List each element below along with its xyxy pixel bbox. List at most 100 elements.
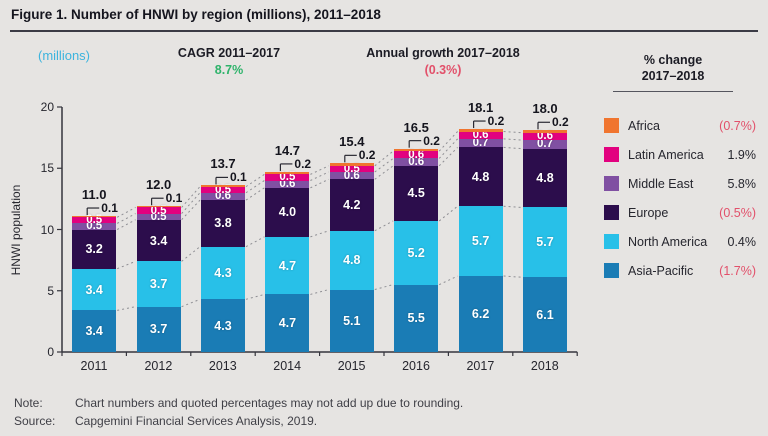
bar-segment-latin-america: 0.5 xyxy=(136,205,181,217)
legend-label: Africa xyxy=(628,118,660,133)
legend-row-asia-pacific: Asia-Pacific (1.7%) xyxy=(604,263,756,278)
legend-row-latin-america: Latin America 1.9% xyxy=(604,147,756,162)
chart-line xyxy=(310,230,329,238)
pct-change-header: % change 2017–2018 xyxy=(613,52,733,85)
legend-pct-change-value: (1.7%) xyxy=(719,263,756,278)
bar-segment-africa xyxy=(458,129,503,132)
bar-segment-latin-america: 0.5 xyxy=(72,214,117,227)
segment-value-label: 0.5 xyxy=(86,214,103,227)
segment-value-label: 3.4 xyxy=(85,324,103,339)
segment-value-label: 3.8 xyxy=(214,216,232,231)
bar-segment-europe: 4.2 xyxy=(329,179,374,231)
unit-label: (millions) xyxy=(38,48,90,63)
bar-segment-asia-pacific: 5.1 xyxy=(329,289,374,352)
segment-value-label: 3.4 xyxy=(149,233,168,248)
bar-total-label: 15.4 xyxy=(339,134,365,150)
chart-line xyxy=(117,306,136,311)
africa-callout-label: 0.1 xyxy=(230,170,247,185)
africa-callout-label: 0.2 xyxy=(423,133,440,148)
segment-value-label: 0.6 xyxy=(343,169,360,182)
segment-value-label: 0.7 xyxy=(472,137,489,150)
annual-growth-value: (0.3%) xyxy=(424,63,462,77)
y-tick-label: 0 xyxy=(47,345,54,359)
legend-row-europe: Europe (0.5%) xyxy=(604,205,756,220)
segment-value-label: 0.5 xyxy=(215,183,231,196)
segment-value-label: 3.7 xyxy=(149,277,168,292)
bar-segment-north-america: 5.2 xyxy=(394,220,439,285)
bar-segment-north-america: 4.3 xyxy=(201,246,245,300)
x-tick-label: 2017 xyxy=(466,359,495,373)
bar-segment-north-america: 5.7 xyxy=(523,207,567,278)
segment-value-label: 5.5 xyxy=(407,311,425,326)
bar-segment-middle-east: 0.6 xyxy=(201,190,245,202)
legend-label: Middle East xyxy=(628,176,694,191)
segment-value-label: 5.7 xyxy=(536,235,554,250)
legend-swatch xyxy=(604,263,619,278)
bar-segment-middle-east: 0.6 xyxy=(394,156,439,168)
bar-segment-asia-pacific: 3.7 xyxy=(136,306,181,352)
stacked-bar-2013: 4.3 4.3 3.8 0.6 0.5 xyxy=(201,183,245,352)
y-axis-title: HNWI population xyxy=(9,184,23,276)
bar-segment-europe: 3.2 xyxy=(72,229,117,269)
note-text: Chart numbers and quoted percentages may… xyxy=(75,396,464,410)
note-label: Note: xyxy=(14,396,43,410)
segment-value-label: 0.6 xyxy=(408,148,425,161)
segment-value-label: 4.8 xyxy=(471,169,490,184)
bar-segment-latin-america: 0.5 xyxy=(329,163,374,175)
chart-line xyxy=(116,219,136,230)
bar-segment-middle-east: 0.5 xyxy=(72,220,117,233)
chart-line xyxy=(245,173,265,188)
chart-line xyxy=(310,171,330,181)
chart-line xyxy=(374,158,394,173)
legend-swatch xyxy=(604,118,619,133)
chart-line xyxy=(181,199,201,221)
bar-segment-north-america: 3.7 xyxy=(136,261,181,307)
segment-value-label: 0.7 xyxy=(537,138,553,151)
chart-line xyxy=(503,131,523,134)
legend-row-africa: Africa (0.7%) xyxy=(604,118,756,133)
bar-segment-latin-america: 0.5 xyxy=(265,171,310,184)
bar-segment-north-america: 4.7 xyxy=(265,236,310,295)
chart-line xyxy=(438,138,458,159)
y-tick-label: 5 xyxy=(47,283,54,298)
segment-value-label: 0.5 xyxy=(279,171,296,184)
legend-swatch xyxy=(604,147,619,162)
bar-segment-latin-america: 0.6 xyxy=(394,148,439,161)
y-tick-label: 15 xyxy=(40,161,54,176)
legend-swatch xyxy=(604,176,619,191)
stacked-bar-2017: 6.2 5.7 4.8 0.7 0.6 xyxy=(458,129,503,352)
stacked-bar-2014: 4.7 4.7 4.0 0.6 0.5 xyxy=(265,171,310,352)
cagr-label: CAGR 2011–2017 xyxy=(177,46,281,60)
bar-segment-africa xyxy=(136,206,181,208)
chart-line xyxy=(310,289,329,295)
segment-value-label: 4.3 xyxy=(214,265,232,280)
chart-line xyxy=(438,205,458,222)
pct-change-header-line2: 2017–2018 xyxy=(641,69,705,84)
segment-value-label: 0.5 xyxy=(86,220,103,233)
legend-pct-change-value: 0.4% xyxy=(727,234,757,249)
segment-value-label: 3.2 xyxy=(85,242,103,257)
legend-row-middle-east: Middle East 5.8% xyxy=(604,176,756,191)
bar-segment-asia-pacific: 6.1 xyxy=(523,277,567,352)
x-tick-label: 2013 xyxy=(208,359,237,373)
chart-line xyxy=(374,165,394,180)
segment-value-label: 3.4 xyxy=(85,282,103,297)
legend: Africa (0.7%) Latin America 1.9% Middle East… xyxy=(604,118,756,292)
x-tick-label: 2016 xyxy=(402,359,430,373)
bar-segment-north-america: 3.4 xyxy=(72,268,117,311)
source-label: Source: xyxy=(14,414,56,428)
segment-value-label: 5.2 xyxy=(407,245,425,260)
chart-line xyxy=(438,275,458,286)
bar-segment-africa xyxy=(201,185,245,187)
chart-line xyxy=(503,275,523,278)
segment-value-label: 6.1 xyxy=(536,307,554,322)
chart-line xyxy=(374,284,394,291)
segment-value-label: 4.5 xyxy=(407,186,425,201)
bar-segment-europe: 3.4 xyxy=(136,219,181,262)
segment-value-label: 6.2 xyxy=(471,307,490,322)
chart-line xyxy=(245,180,265,194)
bar-total-label: 11.0 xyxy=(81,187,107,203)
africa-callout-label: 0.2 xyxy=(487,114,505,129)
segment-value-label: 0.6 xyxy=(472,129,489,142)
